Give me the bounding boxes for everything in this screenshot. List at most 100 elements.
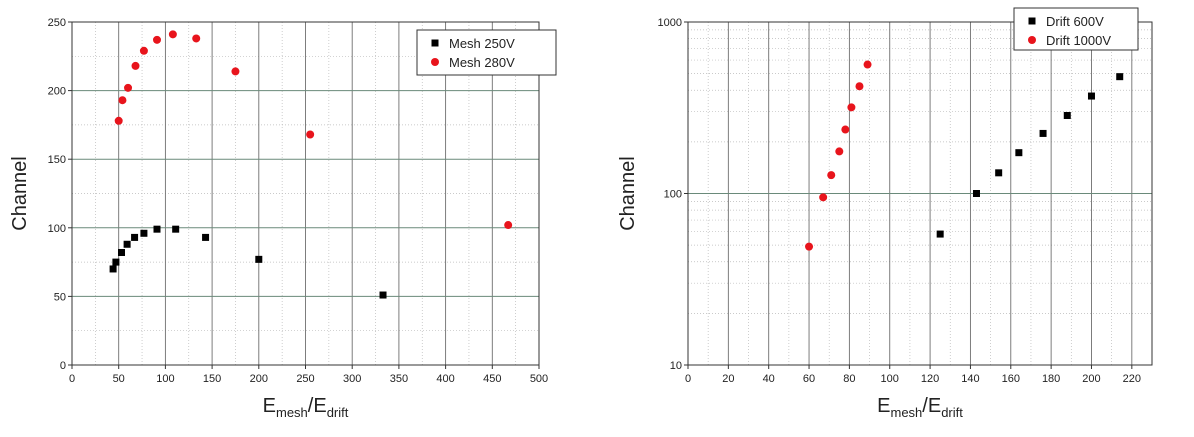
data-point-circle [819,193,828,202]
data-point-square [255,255,263,263]
x-tick-label: 400 [436,373,454,385]
chart-2: 0 20 40 60 80 100 120 140 160 180 200 220 10 100 1000 C… [617,7,1153,420]
minor-gridlines [688,22,1152,365]
series-1 [936,73,1124,238]
x-tick-label: 160 [1002,373,1020,385]
y-tick-label: 1000 [658,17,682,29]
data-point-square [172,225,180,233]
x-tick-label: 250 [296,373,314,385]
data-point-square [131,233,139,241]
legend-marker-square [431,39,439,47]
minor-gridlines [72,22,539,365]
x-axis-title: Emesh/Edrift [877,395,963,420]
major-gridlines [688,22,1152,365]
data-point-circle [131,61,140,70]
legend-label: Drift 1000V [1046,33,1111,48]
x-tick-label: 100 [881,373,899,385]
data-point-square [972,190,980,197]
data-point-square [379,291,387,299]
x-tick-label: 0 [69,373,75,385]
x-tick-label: 80 [843,373,855,385]
data-point-circle [847,103,856,112]
x-axis-title-subscript: drift [941,405,963,420]
series-2 [114,30,513,230]
y-tick-label: 100 [664,189,682,201]
data-point-circle [124,83,133,92]
data-point-circle [114,116,123,125]
legend-box [416,29,557,76]
x-tick-label: 150 [203,373,221,385]
data-point-circle [152,35,161,44]
x-tick-label: 200 [1082,373,1100,385]
data-point-square [1015,149,1023,157]
x-tick-label: 200 [250,373,268,385]
x-tick-label: 140 [961,373,979,385]
legend-marker-circle [431,58,439,66]
x-axis-title-part: /E [922,395,941,417]
y-tick-label: 100 [48,223,66,235]
y-tick-label: 0 [60,360,66,372]
series-2 [805,60,872,251]
x-axis-title-part: E [877,395,890,417]
data-point-square [1063,111,1071,119]
ticks: 0 20 40 60 80 100 120 140 160 180 200 220 10 100 1000 [658,17,1141,385]
data-point-circle [168,30,177,39]
data-point-circle [192,34,201,43]
x-axis-title-subscript: mesh [276,405,308,420]
data-point-circle [306,130,315,139]
data-point-circle [835,147,844,156]
x-tick-label: 40 [763,373,775,385]
data-point-square [123,240,131,248]
data-point-square [109,265,117,273]
x-axis-title-part: E [263,395,276,417]
x-tick-label: 450 [483,373,501,385]
x-tick-label: 180 [1042,373,1060,385]
chart-1: 0 50 100 150 200 250 300 350 400 450 500 0 50 100 150 2… [9,17,557,420]
ticks: 0 50 100 150 200 250 300 350 400 450 500 0 50 100 150 2… [48,17,549,385]
data-point-circle [863,60,872,69]
data-point-square [1087,92,1095,100]
x-tick-label: 0 [685,373,691,385]
y-tick-label: 50 [54,291,66,303]
y-tick-label: 150 [48,154,66,166]
data-point-square [202,233,210,241]
legend-box [1013,7,1139,51]
data-point-square [1116,73,1124,81]
data-point-square [1039,129,1047,137]
legend: Drift 600V Drift 1000V [1013,7,1139,51]
data-point-circle [231,67,240,76]
x-axis-title-subscript: drift [327,405,349,420]
legend-marker-circle [1028,36,1036,44]
data-point-circle [841,125,850,134]
data-point-circle [504,221,513,230]
data-point-circle [827,171,836,180]
data-point-circle [139,46,148,55]
x-tick-label: 350 [390,373,408,385]
data-point-square [995,169,1003,177]
data-point-circle [855,82,864,91]
x-tick-label: 300 [343,373,361,385]
x-tick-label: 500 [530,373,548,385]
legend-label: Mesh 280V [449,55,515,70]
y-axis-title: Channel [617,156,639,231]
x-tick-label: 220 [1123,373,1141,385]
legend-label: Mesh 250V [449,36,515,51]
y-axis-title: Channel [9,156,31,231]
y-tick-label: 10 [670,360,682,372]
data-point-circle [118,96,127,105]
legend-marker-square [1028,17,1036,25]
data-point-square [153,225,161,233]
x-axis-title-part: /E [308,395,327,417]
x-tick-label: 100 [156,373,174,385]
series-1 [109,225,387,299]
data-point-square [118,248,126,256]
y-tick-label: 200 [48,86,66,98]
major-gridlines [72,22,539,365]
x-tick-label: 120 [921,373,939,385]
data-point-circle [805,242,814,251]
data-point-square [140,229,148,237]
x-tick-label: 60 [803,373,815,385]
legend-label: Drift 600V [1046,14,1104,29]
